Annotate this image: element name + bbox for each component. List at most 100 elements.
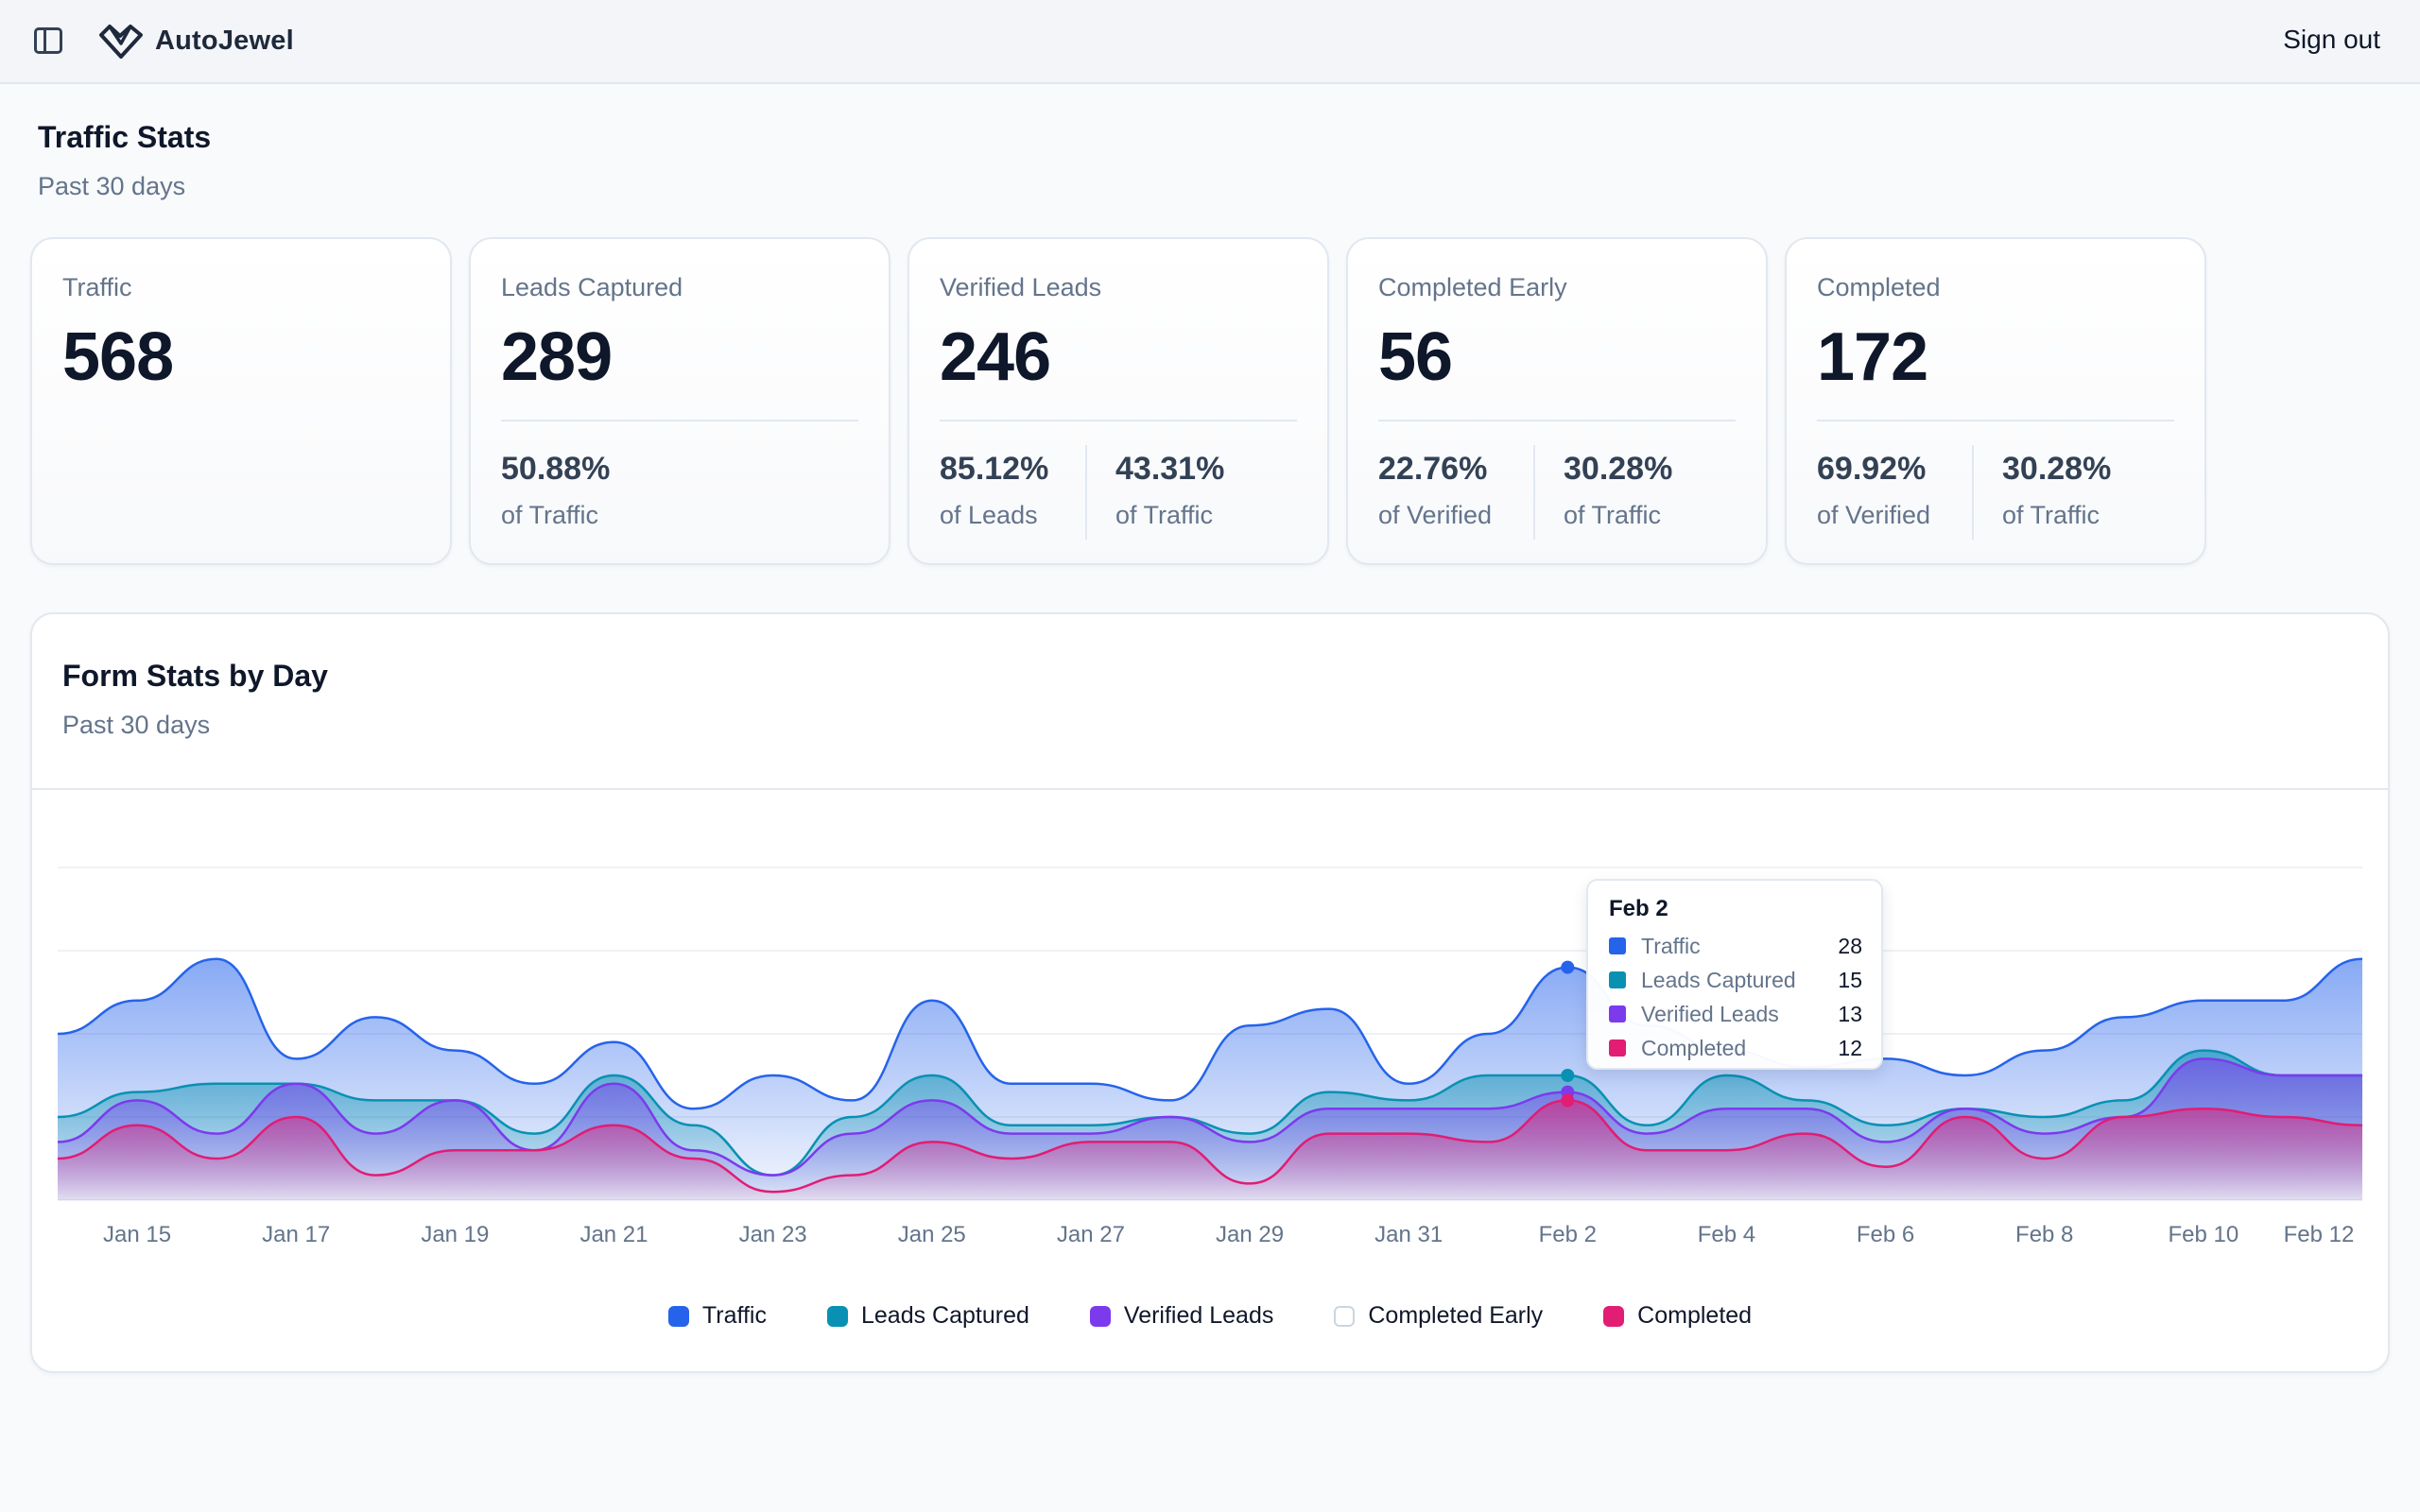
chart-title: Form Stats by Day xyxy=(62,659,328,693)
stat-label: Traffic xyxy=(62,273,132,301)
chart-divider xyxy=(32,788,2388,790)
chart-tooltip: Feb 2 Traffic 28 Leads Captured 15 Verif… xyxy=(1586,879,1883,1070)
stat-value: 56 xyxy=(1378,319,1453,395)
stat-value: 289 xyxy=(501,319,613,395)
hover-marker xyxy=(1561,1093,1575,1108)
sidebar-toggle-icon[interactable] xyxy=(34,27,62,54)
x-tick-label: Feb 10 xyxy=(2169,1222,2239,1247)
card-divider xyxy=(1817,420,2174,421)
tooltip-label: Traffic xyxy=(1641,933,1701,958)
legend-item-traffic[interactable]: Traffic xyxy=(667,1302,767,1330)
area-chart[interactable]: Jan 15 Jan 17 Jan 19 Jan 21 Jan 23 Jan 25 Jan … xyxy=(32,614,2392,1375)
tooltip-label: Completed xyxy=(1641,1035,1747,1060)
x-tick-label: Feb 4 xyxy=(1698,1222,1755,1247)
metric-percent: 30.28% xyxy=(1564,451,1673,487)
form-stats-chart-card: Form Stats by Day Past 30 days Jan 15 Jan… xyxy=(30,612,2390,1373)
legend-item-leads-captured[interactable]: Leads Captured xyxy=(827,1302,1029,1330)
tooltip-swatch xyxy=(1609,971,1626,988)
x-tick-label: Jan 23 xyxy=(739,1222,807,1247)
stat-label: Completed xyxy=(1817,273,1941,301)
page-subtitle: Past 30 days xyxy=(38,172,186,200)
tooltip-swatch xyxy=(1609,1040,1626,1057)
x-tick-label: Jan 31 xyxy=(1374,1222,1443,1247)
x-tick-label: Feb 6 xyxy=(1857,1222,1914,1247)
tooltip-row: Traffic 28 xyxy=(1609,932,1862,960)
stat-value: 172 xyxy=(1817,319,1928,395)
card-divider xyxy=(501,420,858,421)
x-tick-label: Jan 15 xyxy=(103,1222,171,1247)
tooltip-title: Feb 2 xyxy=(1609,896,1668,921)
series-line-verified-leads xyxy=(57,1057,2362,1177)
metric-separator xyxy=(1533,445,1535,540)
legend-swatch xyxy=(1089,1305,1111,1327)
legend-label: Leads Captured xyxy=(861,1302,1029,1329)
tooltip-value: 12 xyxy=(1838,1035,1862,1060)
card-divider xyxy=(1378,420,1736,421)
legend-swatch xyxy=(1334,1305,1356,1327)
x-tick-label: Jan 27 xyxy=(1057,1222,1125,1247)
tooltip-swatch xyxy=(1609,937,1626,954)
stat-value: 246 xyxy=(940,319,1051,395)
tooltip-label: Verified Leads xyxy=(1641,1001,1779,1026)
legend-item-completed[interactable]: Completed xyxy=(1603,1302,1752,1330)
tooltip-value: 13 xyxy=(1838,1001,1862,1026)
legend-swatch xyxy=(667,1305,689,1327)
x-tick-label: Feb 8 xyxy=(2015,1222,2073,1247)
metric-percent: 85.12% xyxy=(940,451,1049,487)
tooltip-swatch xyxy=(1609,1005,1626,1022)
hover-marker xyxy=(1561,1069,1575,1082)
series-area-completed xyxy=(58,1100,2362,1200)
tooltip-row: Leads Captured 15 xyxy=(1609,966,1862,994)
chart-legend: Traffic Leads Captured Verified Leads Compl… xyxy=(32,1302,2388,1330)
metric-caption: of Verified xyxy=(1378,501,1493,529)
x-tick-label: Jan 21 xyxy=(579,1222,648,1247)
metric-percent: 69.92% xyxy=(1817,451,1927,487)
logo-icon xyxy=(99,25,143,59)
metric-percent: 50.88% xyxy=(501,451,611,487)
metric-percent: 30.28% xyxy=(2002,451,2112,487)
metric-percent: 43.31% xyxy=(1115,451,1225,487)
sign-out-button[interactable]: Sign out xyxy=(2283,25,2380,54)
stat-label: Verified Leads xyxy=(940,273,1102,301)
x-tick-label: Feb 12 xyxy=(2284,1222,2355,1247)
chart-subtitle: Past 30 days xyxy=(62,711,211,739)
legend-label: Traffic xyxy=(701,1302,767,1329)
legend-label: Completed Early xyxy=(1368,1302,1544,1329)
stat-label: Leads Captured xyxy=(501,273,683,301)
metric-caption: of Traffic xyxy=(1564,501,1662,529)
card-divider xyxy=(940,420,1297,421)
metric-caption: of Leads xyxy=(940,501,1038,529)
legend-item-completed-early[interactable]: Completed Early xyxy=(1334,1302,1543,1330)
stat-card-completed-early: Completed Early 56 22.76% of Verified 30… xyxy=(1346,237,1768,565)
page-title: Traffic Stats xyxy=(38,120,212,154)
metric-caption: of Verified xyxy=(1817,501,1931,529)
metric-separator xyxy=(1972,445,1974,540)
hover-marker xyxy=(1561,960,1575,974)
tooltip-row: Completed 12 xyxy=(1609,1034,1862,1062)
metric-percent: 22.76% xyxy=(1378,451,1488,487)
stat-value: 568 xyxy=(62,319,174,395)
stat-card-leads-captured: Leads Captured 289 50.88% of Traffic xyxy=(469,237,890,565)
tooltip-value: 28 xyxy=(1838,933,1862,958)
metric-separator xyxy=(1085,445,1087,540)
stat-card-verified-leads: Verified Leads 246 85.12% of Leads 43.31… xyxy=(908,237,1329,565)
legend-label: Completed xyxy=(1637,1302,1753,1329)
stat-card-traffic: Traffic 568 xyxy=(30,237,452,565)
metric-caption: of Traffic xyxy=(1115,501,1214,529)
legend-swatch xyxy=(1603,1305,1625,1327)
x-tick-label: Jan 29 xyxy=(1216,1222,1284,1247)
stat-label: Completed Early xyxy=(1378,273,1567,301)
legend-label: Verified Leads xyxy=(1123,1302,1274,1329)
x-tick-label: Jan 19 xyxy=(421,1222,489,1247)
series-line-completed xyxy=(57,1099,2363,1194)
x-tick-label: Jan 17 xyxy=(262,1222,330,1247)
stat-card-completed: Completed 172 69.92% of Verified 30.28% … xyxy=(1785,237,2206,565)
tooltip-value: 15 xyxy=(1838,967,1862,992)
tooltip-label: Leads Captured xyxy=(1641,967,1796,992)
brand-name: AutoJewel xyxy=(155,26,294,56)
metric-caption: of Traffic xyxy=(2002,501,2100,529)
top-bar: AutoJewel Sign out xyxy=(0,0,2420,84)
tooltip-row: Verified Leads 13 xyxy=(1609,1000,1862,1028)
legend-item-verified-leads[interactable]: Verified Leads xyxy=(1089,1302,1274,1330)
legend-swatch xyxy=(827,1305,848,1327)
